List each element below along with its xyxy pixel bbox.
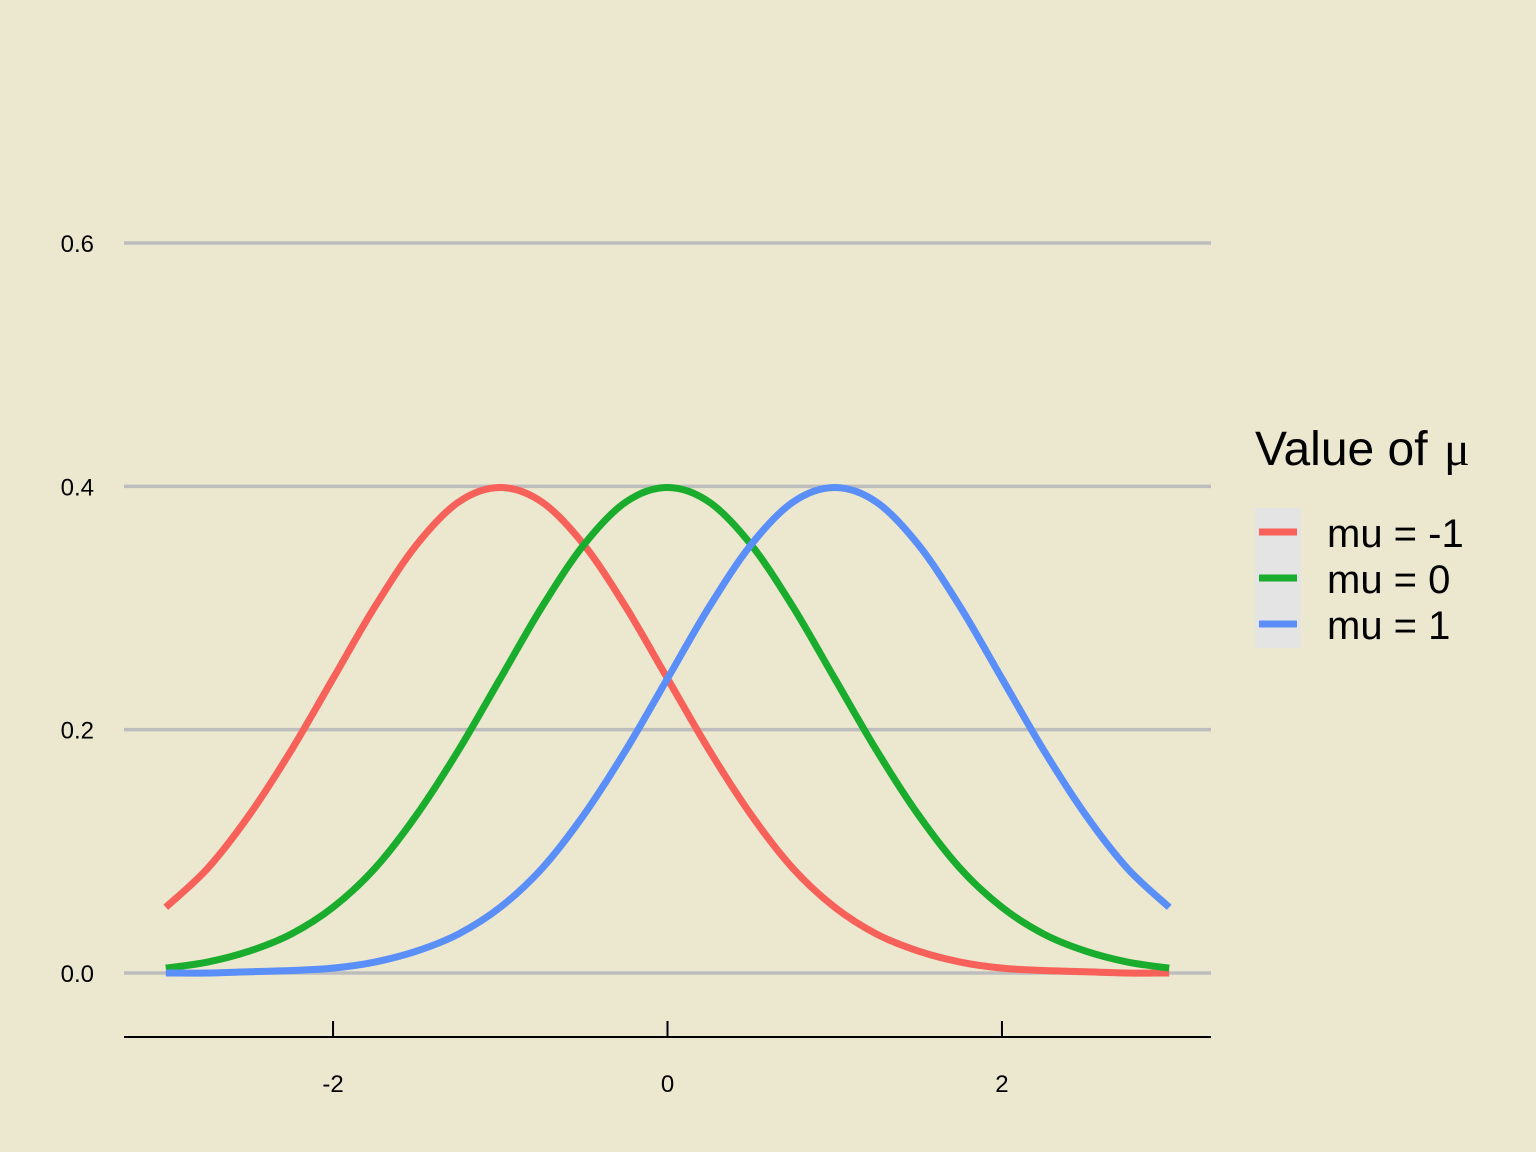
legend-title-text: Value of bbox=[1255, 423, 1428, 476]
legend-label-0: mu = -1 bbox=[1327, 512, 1464, 556]
legend: Value of μ mu = -1mu = 0mu = 1 bbox=[1255, 423, 1470, 648]
legend-label-2: mu = 1 bbox=[1327, 604, 1450, 648]
x-tick-label: -2 bbox=[322, 1071, 343, 1098]
series-line-1 bbox=[165, 484, 1170, 972]
legend-title: Value of μ bbox=[1255, 423, 1470, 476]
x-tick-label: 2 bbox=[995, 1071, 1008, 1098]
y-axis: 0.0 0.2 0.4 0.6 bbox=[61, 231, 94, 988]
series-line-2 bbox=[165, 484, 1172, 977]
plot-lines bbox=[163, 484, 1172, 977]
y-tick-label: 0.6 bbox=[61, 231, 94, 258]
x-tick-label: 0 bbox=[661, 1071, 674, 1098]
legend-title-symbol: μ bbox=[1444, 423, 1470, 476]
grid-lines bbox=[124, 241, 1211, 975]
legend-label-1: mu = 0 bbox=[1327, 558, 1450, 602]
series-line-0 bbox=[163, 484, 1170, 977]
y-tick-label: 0.2 bbox=[61, 718, 94, 745]
x-axis: -2 0 2 bbox=[124, 1021, 1211, 1098]
legend-entries: mu = -1mu = 0mu = 1 bbox=[1259, 512, 1464, 648]
y-tick-label: 0.0 bbox=[61, 961, 94, 988]
y-tick-label: 0.4 bbox=[61, 474, 94, 501]
